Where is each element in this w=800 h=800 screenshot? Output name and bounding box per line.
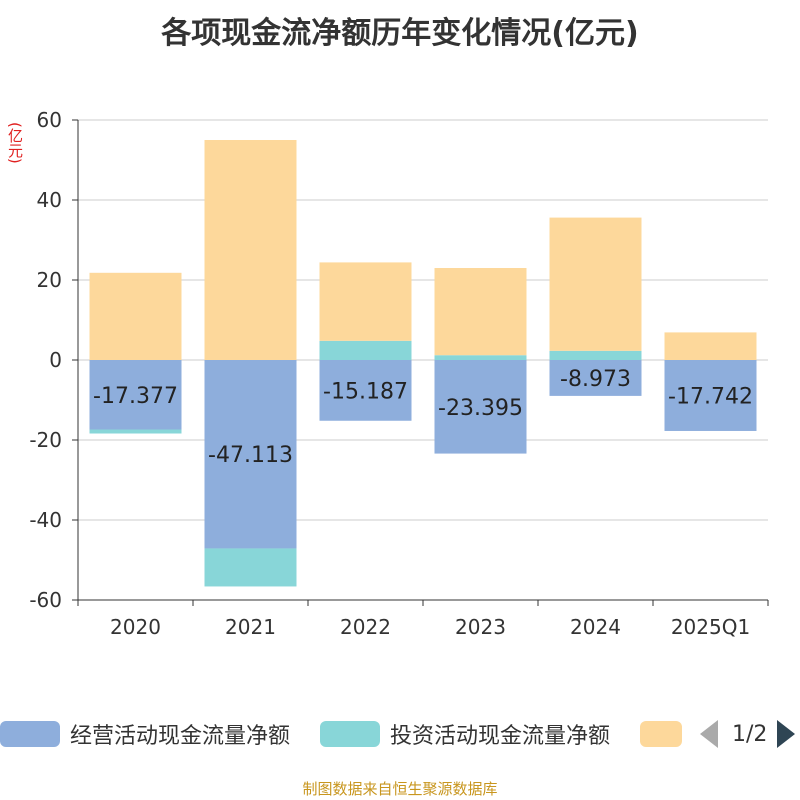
x-tick-label: 2022: [340, 615, 391, 639]
bar-value-label: -17.742: [668, 384, 753, 409]
pager-next-icon[interactable]: [777, 720, 796, 748]
bar-2021-series-0: [204, 360, 297, 549]
bar-value-label: -47.113: [208, 443, 293, 468]
x-tick-label: 2020: [110, 615, 161, 639]
bar-2022-series-0: [319, 360, 412, 421]
y-axis-unit-label: (亿元): [6, 122, 24, 164]
bar-2024-series-0: [549, 360, 642, 396]
bar-2025Q1-series-0: [664, 360, 757, 431]
x-tick-label: 2024: [570, 615, 621, 639]
bar-chart: -17.377 -47.113 -15.187 -23.395 -8.973 -17.74…: [29, 108, 769, 639]
y-tick-label: 60: [37, 108, 62, 132]
bar-2023-series-1: [434, 355, 527, 360]
legend-label-investing: 投资活动现金流量净额: [390, 724, 611, 749]
legend-item-operating[interactable]: 经营活动现金流量净额: [0, 720, 291, 749]
bar-2023-series-0: [434, 360, 527, 454]
legend-pager: 1/2: [700, 720, 796, 748]
y-tick-label: -60: [29, 588, 62, 612]
bar-value-label: -23.395: [438, 396, 523, 421]
bar-2022-series-2: [319, 262, 412, 341]
bar-2025Q1-series-2: [664, 332, 757, 360]
x-tick-label: 2021: [225, 615, 276, 639]
bar-value-label: -8.973: [560, 367, 631, 392]
bar-2022-series-1: [319, 340, 412, 360]
bar-value-label: -17.377: [93, 384, 178, 409]
source-note: 制图数据来自恒生聚源数据库: [302, 780, 498, 798]
pager-prev-icon[interactable]: [700, 720, 718, 748]
chart-title: 各项现金流净额历年变化情况(亿元): [161, 16, 639, 51]
legend-item-investing[interactable]: 投资活动现金流量净额: [320, 720, 611, 749]
x-tick-label: 2025Q1: [671, 615, 750, 639]
y-tick-label: -20: [29, 428, 62, 452]
legend-item-third-series[interactable]: [640, 720, 692, 748]
bar-2021-series-1: [204, 548, 297, 587]
bar-value-label: -15.187: [323, 379, 408, 404]
bar-2020-series-2: [89, 272, 182, 360]
legend-swatch-third-series: [640, 721, 682, 747]
bar-2023-series-2: [434, 268, 527, 356]
chart-legend: 经营活动现金流量净额 投资活动现金流量净额 1/2: [0, 712, 800, 756]
bar-2021-series-2: [204, 140, 297, 360]
pager-text: 1/2: [732, 721, 768, 747]
bar-2024-series-1: [549, 350, 642, 360]
legend-swatch-operating: [0, 721, 60, 747]
x-tick-label: 2023: [455, 615, 506, 639]
legend-label-operating: 经营活动现金流量净额: [70, 724, 291, 749]
bar-2020-series-0: [89, 360, 182, 430]
bar-2024-series-2: [549, 217, 642, 351]
y-tick-label: 0: [49, 348, 62, 372]
legend-swatch-investing: [320, 721, 380, 747]
y-tick-label: -40: [29, 508, 62, 532]
y-tick-label: 20: [37, 268, 62, 292]
y-tick-label: 40: [37, 188, 62, 212]
bar-2020-series-1: [89, 429, 182, 434]
